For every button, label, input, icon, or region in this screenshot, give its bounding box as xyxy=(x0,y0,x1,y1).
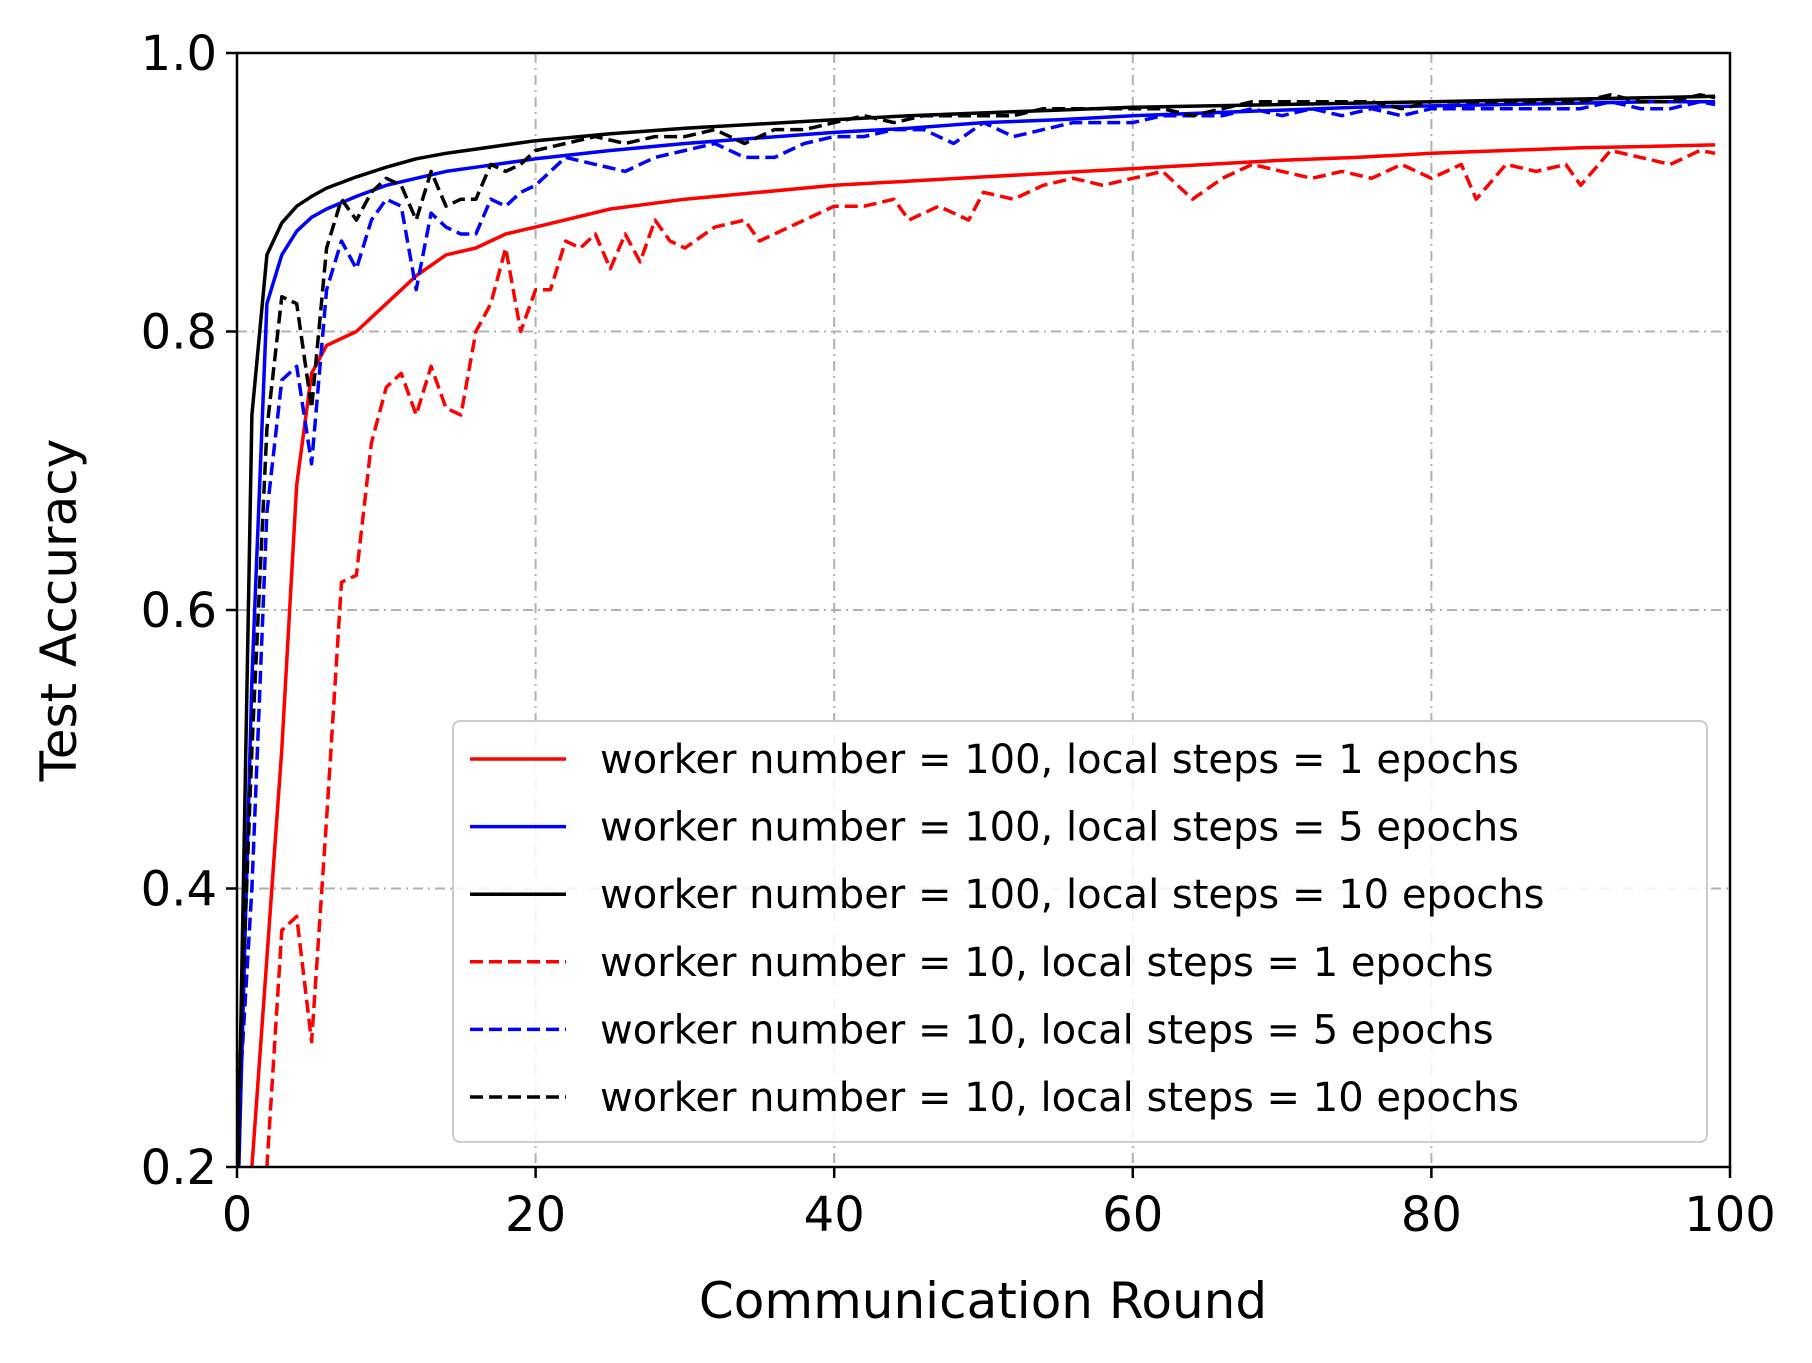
legend-label-w10-e1: worker number = 10, local steps = 1 epoc… xyxy=(600,940,1494,986)
series-line-w100-e10 xyxy=(237,94,1716,1167)
y-tick-label: 0.8 xyxy=(141,305,217,361)
legend-box xyxy=(452,720,1708,1143)
y-axis-label: Test Accuracy xyxy=(30,439,88,783)
y-tick-label: 0.2 xyxy=(141,1140,217,1196)
x-tick-label: 80 xyxy=(1401,1187,1462,1243)
x-tick-labels: 0 20 40 60 80 100 xyxy=(222,1187,1776,1243)
y-tick-label: 0.6 xyxy=(141,583,217,639)
series-line-w100-e1 xyxy=(250,143,1716,1167)
legend: worker number = 100, local steps = 1 epo… xyxy=(452,720,1708,1143)
x-tick-label: 100 xyxy=(1684,1187,1776,1243)
y-tick-label: 1.0 xyxy=(141,26,217,82)
series-line-w10-e10 xyxy=(237,93,1716,1140)
x-tick-label: 60 xyxy=(1102,1187,1163,1243)
axis-ticks xyxy=(226,51,1732,1178)
series-line-w10-e1 xyxy=(265,148,1716,1167)
x-axis-label: Communication Round xyxy=(699,1272,1267,1330)
series-lines xyxy=(237,93,1716,1167)
legend-label-w10-e10: worker number = 10, local steps = 10 epo… xyxy=(600,1075,1519,1121)
legend-label-w100-e10: worker number = 100, local steps = 10 ep… xyxy=(600,872,1544,918)
legend-label-w10-e5: worker number = 10, local steps = 5 epoc… xyxy=(600,1007,1494,1053)
legend-label-w100-e1: worker number = 100, local steps = 1 epo… xyxy=(600,737,1519,783)
x-tick-label: 40 xyxy=(804,1187,865,1243)
x-tick-label: 20 xyxy=(505,1187,566,1243)
x-tick-label: 0 xyxy=(222,1187,253,1243)
y-tick-labels: 0.2 0.4 0.6 0.8 1.0 xyxy=(141,26,217,1196)
series-line-w100-e5 xyxy=(237,99,1716,1167)
legend-label-w100-e5: worker number = 100, local steps = 5 epo… xyxy=(600,805,1519,851)
y-tick-label: 0.4 xyxy=(141,862,217,918)
series-line-w10-e5 xyxy=(237,99,1716,1140)
